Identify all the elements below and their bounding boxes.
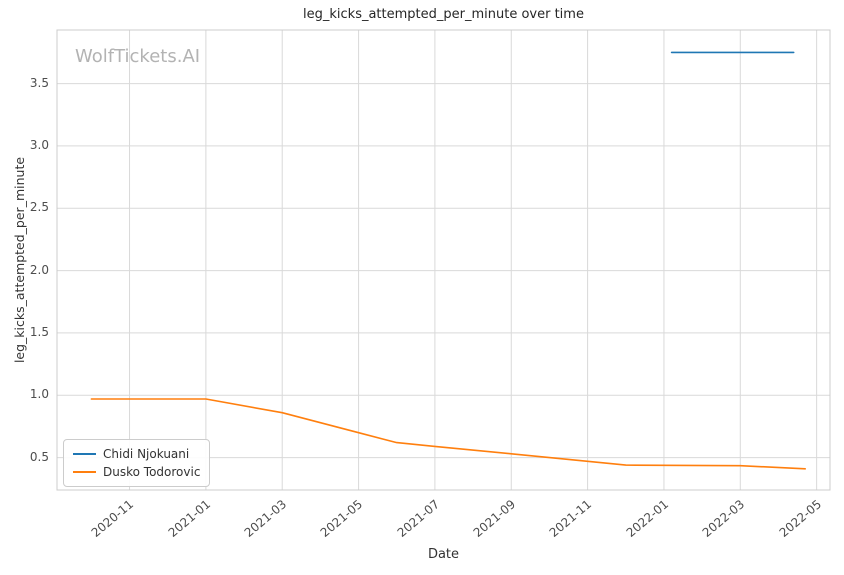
legend-line-swatch xyxy=(73,471,96,473)
chart-title: leg_kicks_attempted_per_minute over time xyxy=(303,7,584,22)
y-tick-label: 0.5 xyxy=(29,449,49,464)
x-axis-label: Date xyxy=(427,547,460,562)
y-tick-label: 2.5 xyxy=(29,200,49,215)
y-tick-label: 2.0 xyxy=(29,262,49,277)
legend: Chidi Njokuani Dusko Todorovic xyxy=(63,439,211,487)
y-tick-label: 3.5 xyxy=(29,75,49,90)
legend-item: Dusko Todorovic xyxy=(73,463,200,481)
legend-label: Chidi Njokuani xyxy=(103,447,190,461)
legend-line-swatch xyxy=(73,453,96,455)
y-tick-label: 3.0 xyxy=(29,137,49,152)
plot-border xyxy=(56,29,831,491)
legend-item: Chidi Njokuani xyxy=(73,445,200,463)
legend-label: Dusko Todorovic xyxy=(103,465,201,479)
y-tick-label: 1.0 xyxy=(29,387,49,402)
watermark: WolfTickets.AI xyxy=(75,46,201,67)
series-line-dusko-todorovic xyxy=(90,398,807,470)
y-tick-label: 1.5 xyxy=(29,324,49,339)
